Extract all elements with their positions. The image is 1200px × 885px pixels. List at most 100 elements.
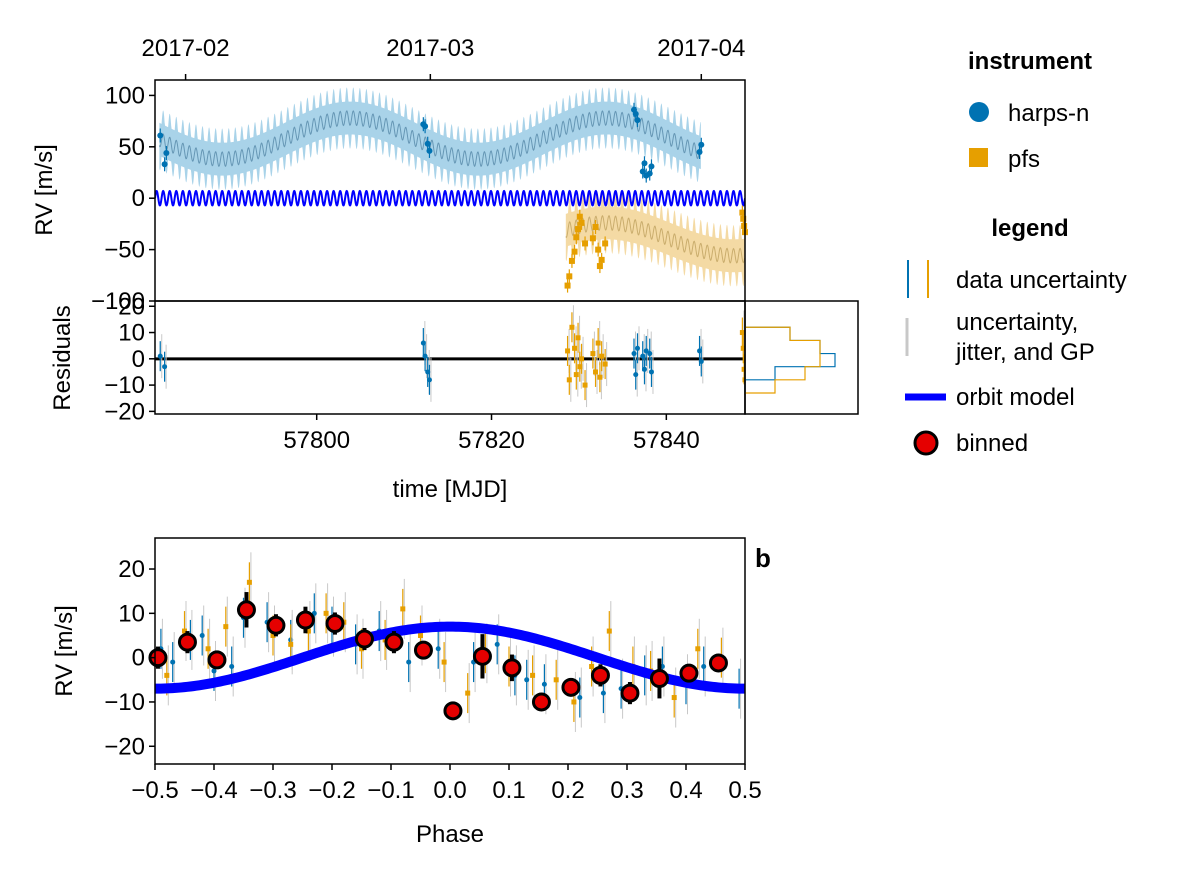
data-uncertainty-label: data uncertainty [956, 267, 1127, 294]
phase-ytick-label: 20 [118, 556, 145, 583]
pfs-phase-point [671, 695, 677, 701]
phase-ytick-label: 10 [118, 600, 145, 627]
harps-n-point [163, 149, 170, 156]
binned-point [384, 632, 404, 652]
harps-n-phase-point [577, 695, 583, 701]
harps-n-residual-point [633, 372, 639, 378]
pfs-residual-histogram [745, 326, 821, 394]
harps-n-residual-point [426, 377, 432, 383]
binned-point [620, 683, 640, 703]
pfs-phase-point [323, 610, 329, 616]
pfs-point [741, 222, 748, 229]
binned-point [413, 640, 433, 660]
binned-point [472, 646, 492, 666]
pfs-residual-point [569, 324, 575, 330]
harps-n-legend-marker [969, 102, 989, 122]
harps-n-point [648, 163, 655, 170]
harps-n-phase-point [435, 646, 441, 652]
jitter-gp-label-line2: jitter, and GP [955, 339, 1095, 366]
harps-n-phase-point [406, 659, 412, 665]
pfs-point [739, 209, 746, 216]
pfs-phase-point [465, 690, 471, 696]
pfs-phase-point [530, 672, 536, 678]
pfs-phase-point [400, 606, 406, 612]
pfs-point [573, 234, 580, 241]
jitter-gp-label-line1: uncertainty, [956, 309, 1078, 336]
pfs-residual-point [597, 374, 603, 380]
instrument-legend: instrument harps-n pfs [968, 48, 1092, 173]
pfs-point [564, 282, 571, 289]
pfs-phase-point [441, 659, 447, 665]
harps-n-point [422, 123, 429, 130]
pfs-legend-label: pfs [1008, 146, 1040, 173]
date-tick-label: 2017-03 [386, 35, 474, 62]
binned-point [325, 614, 345, 634]
harps-n-point [641, 160, 648, 167]
pfs-point [598, 256, 605, 263]
phase-xtick-label: −0.3 [249, 777, 296, 804]
harps-n-residual-point [634, 345, 640, 351]
symbol-legend-title: legend [991, 215, 1068, 242]
pfs-phase-point [305, 628, 311, 634]
pfs-phase-point [418, 632, 423, 638]
rv-time-ytick-label: 50 [118, 134, 145, 161]
residuals-ytick-label: −10 [104, 372, 145, 399]
pfs-point [576, 213, 583, 220]
phase-xtick-label: −0.5 [131, 777, 178, 804]
harps-n-point [698, 141, 705, 148]
harps-n-phase-point [524, 677, 530, 683]
binned-point [354, 629, 374, 649]
pfs-residual-point [602, 361, 608, 367]
pfs-gp-mean [565, 215, 745, 264]
pfs-residual-point [590, 351, 596, 357]
binned-point [649, 668, 669, 688]
phase-xtick-label: −0.2 [308, 777, 355, 804]
phase-xtick-label: 0.0 [433, 777, 466, 804]
harps-n-residual-point [643, 348, 649, 354]
symbol-legend: legend data uncertainty uncertainty, jit… [905, 215, 1127, 457]
pfs-phase-point [164, 672, 170, 678]
pfs-phase-point [246, 579, 252, 585]
phase-xtick-label: 0.3 [610, 777, 643, 804]
harps-n-phase-point [199, 632, 205, 638]
pfs-residual-point [740, 345, 745, 351]
harps-n-phase-point [494, 641, 500, 647]
pfs-residual-point [742, 377, 745, 383]
pfs-residual-point [577, 364, 583, 370]
date-tick-label: 2017-02 [142, 35, 230, 62]
pfs-phase-point [359, 646, 364, 652]
pfs-residual-point [573, 372, 579, 378]
harps-n-phase-point [600, 690, 606, 696]
harps-n-residual-point [648, 369, 654, 375]
pfs-residual-point [741, 366, 745, 372]
binned-point [443, 701, 463, 721]
harps-n-residual-point [647, 351, 653, 357]
harps-n-phase-point [229, 664, 235, 670]
pfs-residual-point [575, 335, 581, 341]
rv-time-ytick-label: 0 [132, 185, 145, 212]
harps-n-gp-band [159, 87, 701, 190]
pfs-phase-point [606, 628, 612, 634]
harps-n-residual-point [162, 364, 168, 370]
binned-point [236, 600, 256, 620]
binned-point [266, 615, 286, 635]
pfs-point [575, 226, 582, 233]
pfs-phase-point [270, 632, 276, 638]
pfs-point [566, 273, 573, 280]
rv-time-frame [154, 79, 746, 302]
binned-point [590, 665, 610, 685]
phase-frame [154, 537, 746, 765]
residual-histogram-panel [744, 300, 859, 415]
pfs-point [596, 263, 603, 270]
pfs-residual-point [565, 348, 571, 354]
binned-point [561, 677, 581, 697]
phase-xtick-label: 0.5 [728, 777, 761, 804]
rv-time-panel: −100 −50 0 50 100 2017-02 2017-03 2017-04 RV [… [31, 35, 748, 315]
pfs-legend-marker [969, 148, 988, 167]
harps-n-phase-point [170, 659, 176, 665]
pfs-residual-point [579, 356, 585, 362]
harps-n-phase-point [701, 664, 707, 670]
residuals-xtick-label: 57820 [458, 427, 525, 454]
